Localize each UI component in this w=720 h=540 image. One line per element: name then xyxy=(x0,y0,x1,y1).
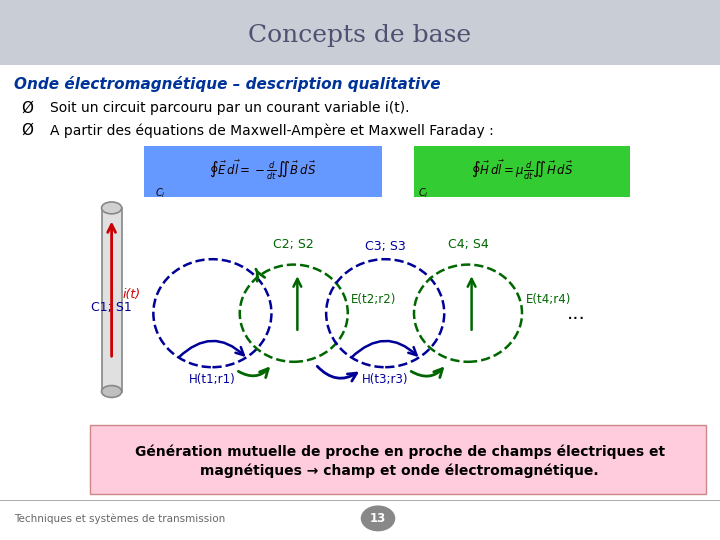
FancyBboxPatch shape xyxy=(144,146,382,197)
Text: $\oint \vec{E}\,d\vec{l} = -\frac{d}{dt}\iint \vec{B}\,d\vec{S}$: $\oint \vec{E}\,d\vec{l} = -\frac{d}{dt}… xyxy=(210,159,316,183)
Text: Onde électromagnétique – description qualitative: Onde électromagnétique – description qua… xyxy=(14,76,441,92)
Text: ...: ... xyxy=(567,303,585,323)
Text: 13: 13 xyxy=(370,512,386,525)
Text: Génération mutuelle de proche en proche de champs électriques et: Génération mutuelle de proche en proche … xyxy=(135,445,665,459)
Text: H(t1;r1): H(t1;r1) xyxy=(189,373,235,386)
Text: Ø: Ø xyxy=(22,100,34,116)
Text: C1; S1: C1; S1 xyxy=(91,301,132,314)
Text: magnétiques → champ et onde électromagnétique.: magnétiques → champ et onde électromagné… xyxy=(200,464,599,478)
FancyBboxPatch shape xyxy=(0,0,720,65)
Text: Soit un circuit parcouru par un courant variable i(t).: Soit un circuit parcouru par un courant … xyxy=(50,101,410,115)
Text: Techniques et systèmes de transmission: Techniques et systèmes de transmission xyxy=(14,513,225,524)
Text: $C_i$: $C_i$ xyxy=(418,186,428,200)
Text: $\oint \vec{H}\,d\vec{l} = \mu\frac{d}{dt}\iint \vec{H}\,d\vec{S}$: $\oint \vec{H}\,d\vec{l} = \mu\frac{d}{d… xyxy=(471,159,573,183)
Text: Concepts de base: Concepts de base xyxy=(248,24,472,46)
Text: i(t): i(t) xyxy=(122,288,140,301)
Text: H(t3;r3): H(t3;r3) xyxy=(362,373,408,386)
Text: Ø: Ø xyxy=(22,123,34,138)
Text: E(t4;r4): E(t4;r4) xyxy=(526,293,571,306)
FancyBboxPatch shape xyxy=(414,146,630,197)
Text: E(t2;r2): E(t2;r2) xyxy=(351,293,397,306)
Text: C4; S4: C4; S4 xyxy=(448,238,488,251)
Text: C3; S3: C3; S3 xyxy=(365,240,405,253)
FancyBboxPatch shape xyxy=(90,425,706,494)
Ellipse shape xyxy=(102,386,122,397)
Ellipse shape xyxy=(102,202,122,214)
FancyBboxPatch shape xyxy=(102,208,122,392)
Text: A partir des équations de Maxwell-Ampère et Maxwell Faraday :: A partir des équations de Maxwell-Ampère… xyxy=(50,124,494,138)
Text: C2; S2: C2; S2 xyxy=(274,238,314,251)
Text: $C_i$: $C_i$ xyxy=(155,186,166,200)
Circle shape xyxy=(361,505,395,531)
